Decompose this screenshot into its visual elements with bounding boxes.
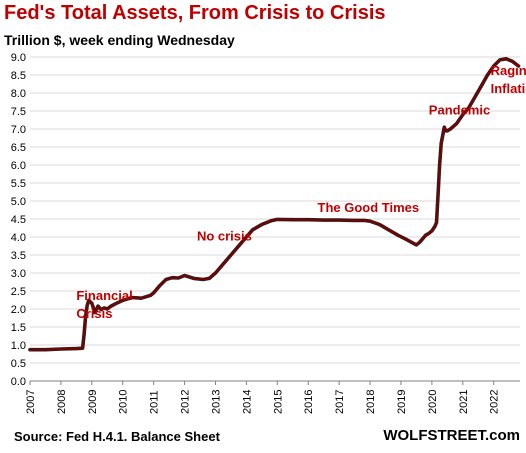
x-tick-label: 2014 (241, 390, 253, 414)
x-tick-label: 2020 (427, 390, 439, 414)
chart-title: Fed's Total Assets, From Crisis to Crisi… (4, 2, 386, 24)
y-tick-label: 7.5 (11, 106, 26, 118)
x-tick-label: 2017 (334, 390, 346, 414)
y-tick-label: 5.0 (11, 196, 26, 208)
y-tick-label: 7.0 (11, 124, 26, 136)
y-tick-label: 8.0 (11, 88, 26, 100)
y-tick-label: 3.0 (11, 268, 26, 280)
x-tick-label: 2018 (365, 390, 377, 414)
x-tick-label: 2009 (87, 390, 99, 414)
y-tick-label: 4.5 (11, 214, 26, 226)
y-tick-label: 0.0 (11, 376, 26, 388)
y-tick-label: 1.0 (11, 340, 26, 352)
y-tick-label: 2.0 (11, 304, 26, 316)
x-tick-label: 2007 (25, 390, 37, 414)
y-tick-label: 6.0 (11, 160, 26, 172)
y-tick-label: 5.5 (11, 178, 26, 190)
annotation: Financial Crisis (76, 288, 132, 321)
annotation-line: Pandemic (429, 103, 490, 118)
x-tick-label: 2008 (56, 390, 68, 414)
x-tick-label: 2015 (272, 390, 284, 414)
brand-label: WOLFSTREET.com (383, 427, 520, 444)
x-tick-label: 2012 (180, 390, 192, 414)
annotation-line: The Good Times (318, 200, 420, 215)
x-tick-label: 2022 (489, 390, 501, 414)
annotation-line: Inflation (491, 81, 526, 96)
x-tick-label: 2019 (396, 390, 408, 414)
annotation: The Good Times (318, 200, 420, 215)
y-tick-label: 9.0 (11, 52, 26, 64)
source-note: Source: Fed H.4.1. Balance Sheet (14, 429, 220, 444)
series-line (29, 57, 520, 351)
annotation-line: Crisis (76, 306, 112, 321)
annotation: No crisis (197, 229, 252, 244)
x-tick-label: 2010 (118, 390, 130, 414)
y-tick-label: 3.5 (11, 250, 26, 262)
annotation: Raging Inflation (491, 63, 526, 96)
annotation: Pandemic (429, 103, 490, 118)
x-tick-label: 2016 (303, 390, 315, 414)
y-tick-label: 2.5 (11, 286, 26, 298)
annotation-line: Financial (76, 288, 132, 303)
y-tick-label: 0.5 (11, 358, 26, 370)
y-tick-label: 6.5 (11, 142, 26, 154)
y-tick-label: 1.5 (11, 322, 26, 334)
x-tick-label: 2011 (149, 390, 161, 414)
y-tick-label: 4.0 (11, 232, 26, 244)
annotation-line: Raging (491, 63, 526, 78)
chart-subtitle: Trillion $, week ending Wednesday (4, 32, 235, 48)
x-tick-label: 2013 (210, 390, 222, 414)
y-tick-label: 8.5 (11, 70, 26, 82)
x-tick-label: 2021 (458, 390, 470, 414)
annotation-line: No crisis (197, 229, 252, 244)
